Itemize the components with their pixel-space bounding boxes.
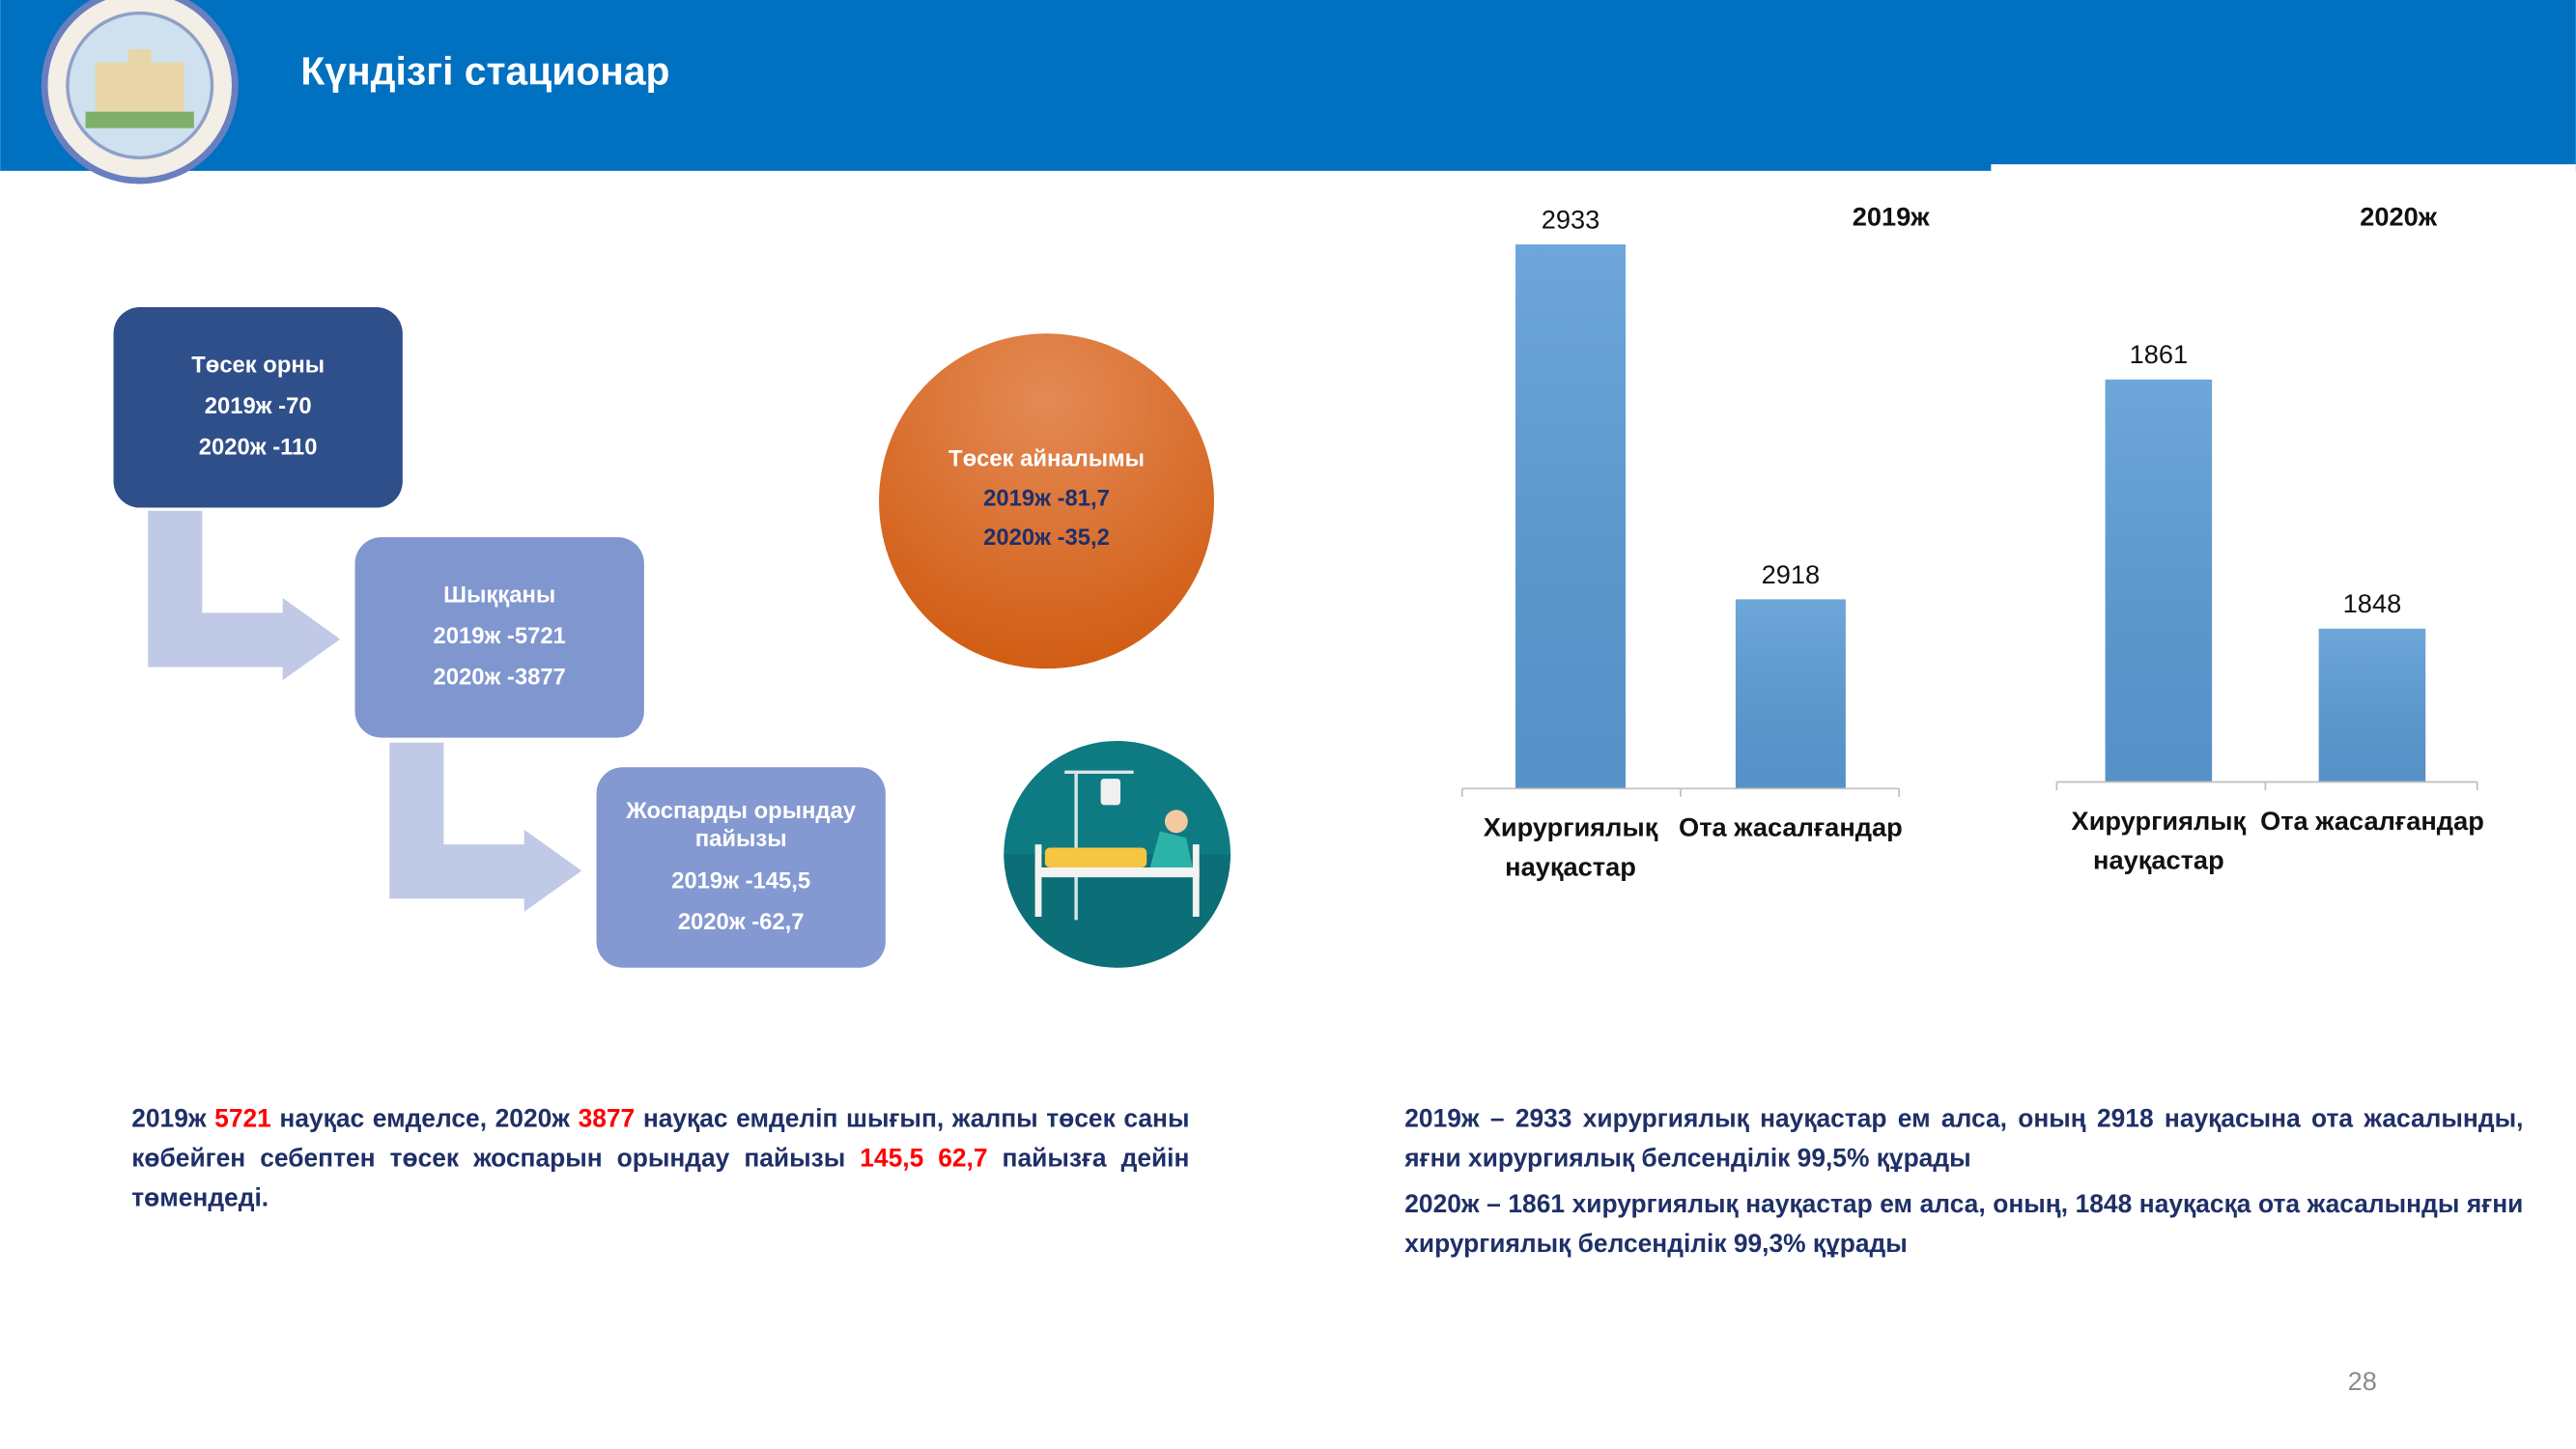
flow-line: 2019ж -5721 — [434, 623, 566, 649]
category-wrap: Хирургиялық науқастар — [2071, 808, 2247, 876]
bar-shade — [2105, 379, 2213, 782]
flow-line: 2019ж -145,5 — [671, 868, 810, 895]
note-left-wrap: 2019ж 5721 науқас емделсе, 2020ж 3877 на… — [131, 1100, 1189, 1218]
flow-line: 2020ж -110 — [199, 435, 318, 461]
flow-box — [596, 767, 886, 968]
header-bar — [0, 0, 2576, 171]
note-paragraph: 2019ж – 2933 хирургиялық науқастар ем ал… — [1404, 1105, 2524, 1174]
category-wrap: Ота жасалғандар — [1679, 814, 1903, 843]
value-label: 1861 — [2130, 339, 2189, 369]
bar-shade — [1515, 244, 1626, 789]
turnover-line: 2020ж -35,2 — [983, 525, 1110, 551]
turnover-title: Төсек айналымы — [948, 445, 1145, 471]
note-segment: 5721 — [214, 1105, 271, 1134]
category-label: Ота жасалғандар — [1679, 814, 1903, 843]
note-left: 2019ж 5721 науқас емделсе, 2020ж 3877 на… — [131, 1100, 1189, 1218]
flow-box — [354, 537, 644, 738]
note-segment: науқас емделіп шығып, жалпы төсек саны к… — [131, 1105, 1190, 1174]
flow-box — [113, 307, 403, 508]
note-right: 2019ж – 2933 хирургиялық науқастар ем ал… — [1404, 1100, 2523, 1264]
category-wrap: Хирургиялық науқастар — [1483, 814, 1658, 883]
chart-title: 2020ж — [2360, 201, 2438, 231]
note-segment: науқас емделсе, 2020ж — [270, 1105, 579, 1134]
note-segment: пайызға дейін төмендеді. — [131, 1145, 1190, 1213]
note-paragraph: 2020ж – 1861 хирургиялық науқастар ем ал… — [1404, 1190, 2524, 1259]
flow-line: 2020ж -3877 — [434, 665, 566, 691]
category-label: Хирургиялық науқастар — [1483, 814, 1658, 883]
flow-line: 2019ж -70 — [205, 393, 312, 419]
value-label: 2933 — [1542, 204, 1600, 234]
turnover-line: 2019ж -81,7 — [983, 485, 1110, 511]
category-label: Хирургиялық науқастар — [2071, 808, 2247, 876]
bar-shade — [2318, 628, 2426, 782]
flow-arrow — [389, 742, 582, 912]
flow-arrow — [148, 510, 341, 681]
value-label: 2918 — [1762, 559, 1821, 589]
note-right-wrap: 2019ж – 2933 хирургиялық науқастар ем ал… — [1404, 1100, 2523, 1264]
note-segment: 145,5 62,7 — [860, 1145, 988, 1174]
patient-icon — [1004, 741, 1231, 968]
category-wrap: Ота жасалғандар — [2260, 808, 2484, 837]
note-segment: 2019ж — [131, 1105, 215, 1134]
flow-line: 2020ж -62,7 — [678, 909, 805, 935]
header-notch — [1991, 164, 2576, 175]
value-label: 1848 — [2343, 588, 2402, 618]
flow-title-wrap: Жоспарды орындау пайызы — [626, 796, 857, 851]
note-segment: 3877 — [578, 1105, 636, 1134]
flow-title: Шыққаны — [443, 582, 555, 609]
flow-title: Жоспарды орындау пайызы — [626, 796, 857, 851]
logo — [41, 0, 239, 185]
flow-title: Төсек орны — [191, 353, 325, 379]
chart-title: 2019ж — [1853, 201, 1931, 231]
bar-shade — [1735, 599, 1846, 789]
category-label: Ота жасалғандар — [2260, 808, 2484, 837]
header-title: Күндізгі стационар — [300, 48, 669, 93]
turnover-circle — [879, 333, 1214, 669]
page-number: 28 — [2348, 1366, 2377, 1396]
